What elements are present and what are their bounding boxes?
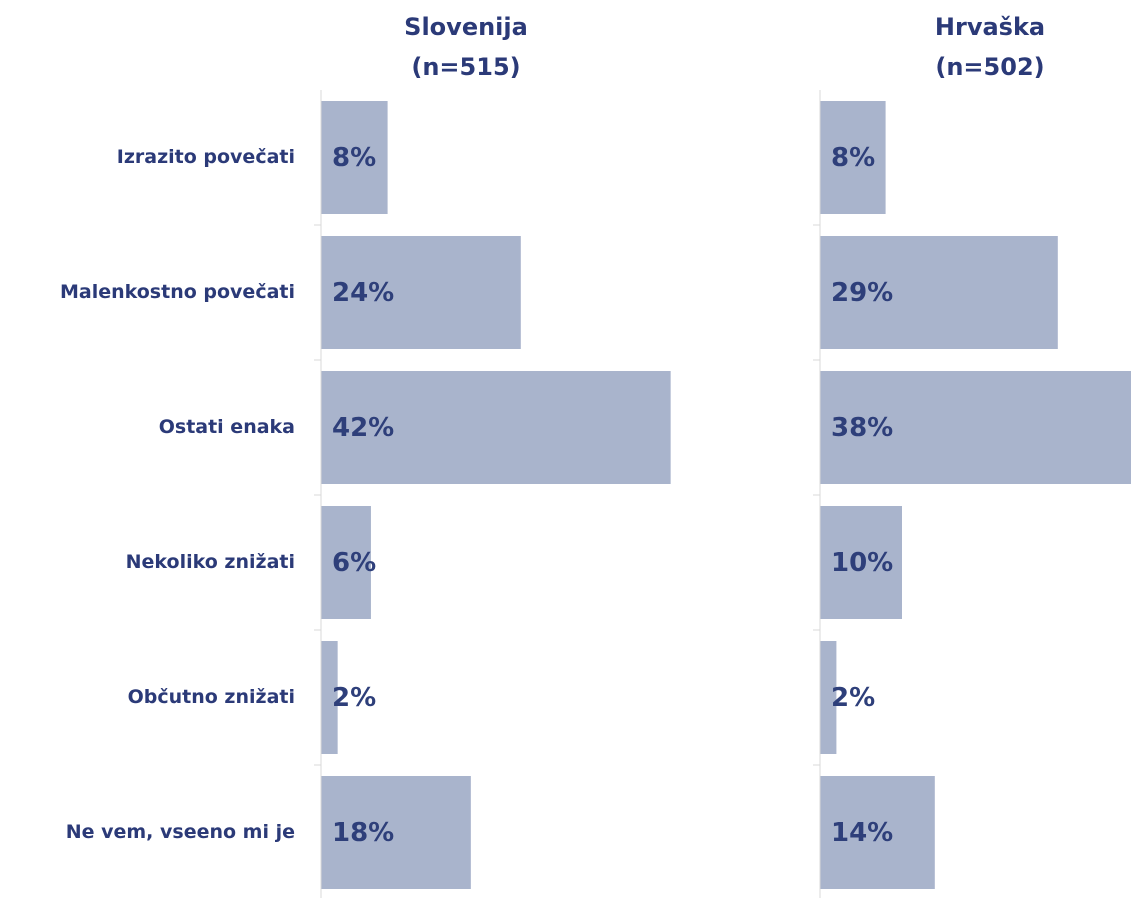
data-label: 6% [332, 548, 376, 578]
data-label: 29% [831, 278, 893, 308]
chart-subtitle: (n=502) [935, 53, 1044, 81]
bar [321, 371, 671, 484]
chart-title: Hrvaška [935, 13, 1045, 41]
bar [820, 776, 935, 889]
category-label: Ne vem, vseeno mi je [66, 821, 295, 843]
bar [820, 506, 902, 619]
data-label: 2% [831, 683, 875, 713]
category-label: Nekoliko znižati [126, 551, 295, 573]
bar [321, 506, 371, 619]
bar [820, 101, 886, 214]
data-label: 8% [332, 143, 376, 173]
category-label: Izrazito povečati [117, 146, 295, 168]
data-label: 14% [831, 818, 893, 848]
chart-title: Slovenija [404, 13, 528, 41]
bar [321, 236, 521, 349]
category-label: Ostati enaka [159, 416, 295, 438]
chart-subtitle: (n=515) [411, 53, 520, 81]
data-label: 38% [831, 413, 893, 443]
data-label: 2% [332, 683, 376, 713]
data-label: 18% [332, 818, 394, 848]
bar [820, 641, 837, 754]
bar [321, 776, 471, 889]
category-label: Malenkostno povečati [60, 281, 295, 303]
bar [321, 641, 338, 754]
bar [820, 236, 1058, 349]
data-label: 8% [831, 143, 875, 173]
category-label: Občutno znižati [128, 686, 295, 708]
bar [321, 101, 388, 214]
bar [820, 371, 1131, 484]
data-label: 42% [332, 413, 394, 443]
data-label: 24% [332, 278, 394, 308]
data-label: 10% [831, 548, 893, 578]
